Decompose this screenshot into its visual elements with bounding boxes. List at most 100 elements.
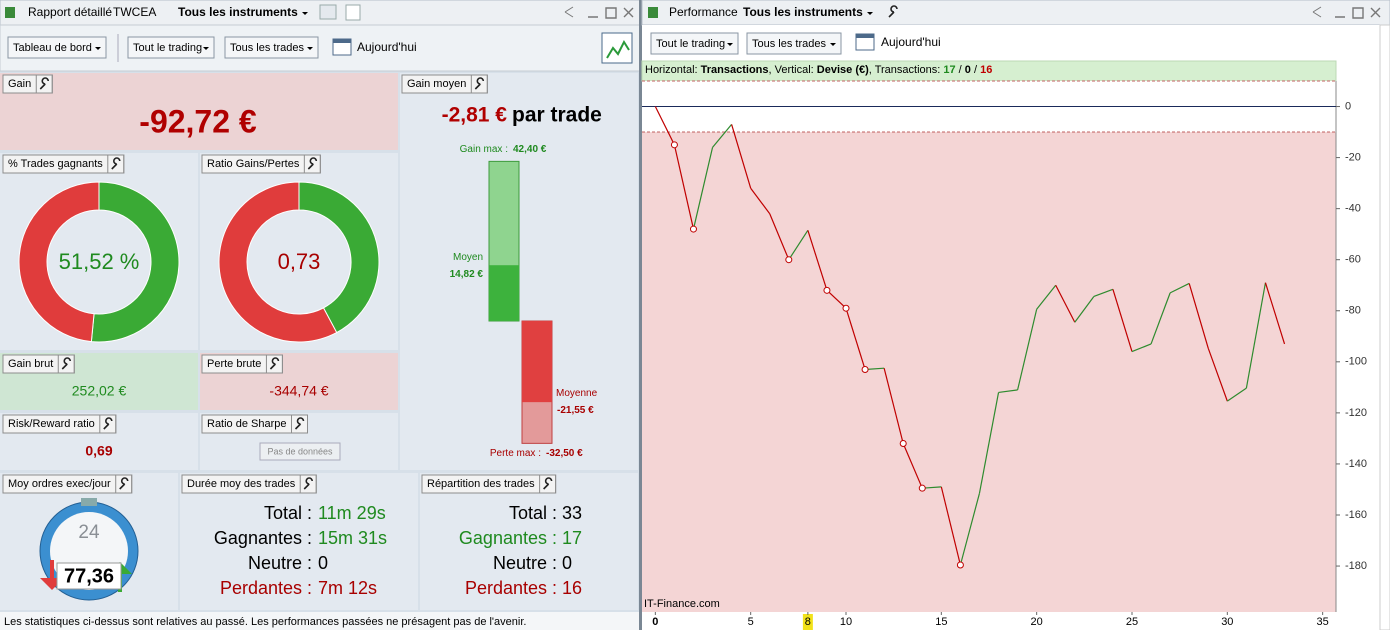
- share-icon: [564, 6, 574, 18]
- label: Gain max :: [460, 144, 508, 155]
- label: 252,02 €: [72, 383, 127, 399]
- wrench-box: [299, 474, 317, 494]
- line-segment: [769, 213, 790, 260]
- dropdown-arrow: [302, 12, 308, 15]
- info-text: Horizontal: Transactions, Vertical: Devi…: [645, 64, 992, 76]
- line-segment: [1264, 282, 1286, 345]
- wrench-icon: [119, 477, 129, 490]
- far-strip: [1379, 24, 1390, 631]
- dropdown-button[interactable]: [127, 36, 215, 59]
- panel-title: Risk/Reward ratio: [8, 418, 95, 430]
- label: Performance: [669, 5, 738, 19]
- label: 7m 12s: [318, 578, 377, 598]
- gauge-value-box: [56, 562, 122, 590]
- x-tick-label: 35: [1317, 616, 1329, 628]
- label: TWCEA: [113, 5, 156, 19]
- sharpe-button[interactable]: [259, 442, 341, 461]
- dropdown-button[interactable]: [746, 32, 842, 55]
- info-part: 17: [943, 64, 955, 76]
- panel-title: Gain: [8, 78, 31, 90]
- line-segment: [1055, 284, 1076, 323]
- line-segment: [1245, 282, 1267, 389]
- button-label[interactable]: Tableau de bord: [13, 42, 92, 54]
- x-tick-label: 25: [1126, 616, 1138, 628]
- label: Rapport détaillé: [28, 5, 112, 19]
- label: 0,73: [278, 249, 321, 274]
- y-tick-label: -40: [1345, 203, 1361, 215]
- dropdown-button[interactable]: [650, 32, 739, 55]
- label: Gagnantes :: [214, 528, 312, 548]
- dropdown-button[interactable]: [7, 36, 107, 59]
- line-segment: [1093, 288, 1114, 298]
- gain-panel: [0, 73, 398, 150]
- label[interactable]: Pas de données: [267, 446, 333, 456]
- label: Les statistiques ci-dessus sont relative…: [4, 616, 526, 628]
- info-part: , Vertical:: [769, 64, 817, 76]
- wrench-box: [539, 474, 557, 494]
- line-segment: [902, 443, 923, 489]
- label: -344,74 €: [269, 383, 328, 399]
- donut-loss: [18, 181, 100, 343]
- wrench-box: [35, 74, 53, 94]
- tab-icon: [319, 4, 337, 20]
- label: 0: [318, 553, 328, 573]
- loss-zone: [642, 132, 1336, 613]
- button-label[interactable]: Tous les trades: [230, 42, 304, 54]
- info-part: 16: [980, 64, 992, 76]
- y-tick-label: -20: [1345, 151, 1361, 163]
- line-segment: [1207, 348, 1228, 402]
- info-part: /: [971, 64, 980, 76]
- wrench-box: [57, 354, 75, 374]
- wrench-icon: [269, 357, 280, 370]
- label: 14,82 €: [450, 269, 484, 280]
- duration-panel: [180, 473, 418, 610]
- x-axis-bg: [642, 612, 1390, 630]
- app-icon: [5, 7, 15, 18]
- panel-title: Ratio de Sharpe: [207, 418, 287, 430]
- line-segment: [1150, 292, 1171, 345]
- info-part: /: [956, 64, 965, 76]
- wrench-box: [107, 154, 125, 174]
- label: Tous les instruments: [743, 5, 863, 19]
- line-segment: [673, 144, 695, 230]
- label: Total :: [509, 503, 557, 523]
- dropdown-button[interactable]: [224, 36, 319, 59]
- label: -92,72 €: [139, 103, 257, 139]
- panel-title: Gain brut: [8, 358, 53, 370]
- button-label[interactable]: Tout le trading: [133, 42, 202, 54]
- panel-title: Moy ordres exec/jour: [8, 478, 111, 490]
- wrench-icon: [543, 477, 553, 490]
- point-marker: [689, 225, 697, 233]
- window-controls[interactable]: [588, 7, 634, 19]
- label: 33: [562, 503, 582, 523]
- dropdown-arrow: [830, 43, 836, 46]
- line-segment: [826, 289, 847, 309]
- wrench-box: [303, 154, 321, 174]
- line-segment: [1226, 387, 1247, 402]
- x-tick-label: 5: [748, 616, 754, 628]
- line-segment: [731, 124, 752, 189]
- panel-title: Ratio Gains/Pertes: [207, 158, 300, 170]
- wrench-icon: [294, 417, 305, 430]
- label: Gagnantes :: [459, 528, 557, 548]
- distribution-panel: [420, 473, 638, 610]
- y-tick-label: -100: [1345, 356, 1367, 368]
- x-tick-highlight: [802, 614, 813, 630]
- button-label[interactable]: Tout le trading: [656, 38, 725, 50]
- line-segment: [1112, 289, 1133, 352]
- dropdown-arrow: [95, 47, 101, 50]
- point-marker: [823, 286, 831, 294]
- label: Total :: [264, 503, 312, 523]
- axis-bg: [1336, 81, 1380, 612]
- share-icon: [1312, 6, 1322, 18]
- x-tick-label: 30: [1221, 616, 1233, 628]
- window-controls[interactable]: [1335, 7, 1381, 19]
- label: Moyen: [453, 252, 483, 263]
- line-segment: [940, 486, 961, 566]
- button-label[interactable]: Tous les trades: [752, 38, 826, 50]
- label: Tous les instruments: [178, 5, 298, 19]
- dropdown-arrow: [203, 47, 209, 50]
- line-segment: [1188, 283, 1209, 349]
- x-tick-label: 15: [935, 616, 947, 628]
